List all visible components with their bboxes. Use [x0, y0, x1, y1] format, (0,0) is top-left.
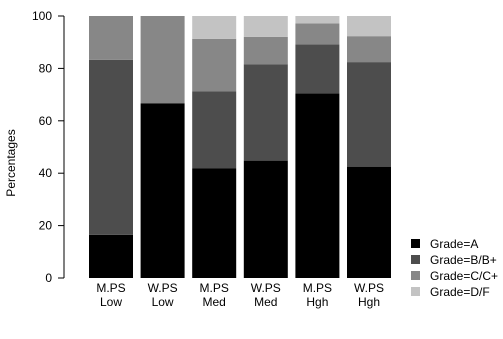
y-axis-label: Percentages	[4, 129, 18, 196]
bar-segment	[295, 93, 340, 278]
legend-label: Grade=C/C+	[430, 269, 498, 283]
bar-segment	[347, 36, 391, 63]
legend: Grade=A Grade=B/B+ Grade=C/C+ Grade=D/F	[411, 237, 498, 299]
legend-swatch	[411, 255, 420, 264]
x-tick-label: Hgh	[358, 295, 380, 309]
bar-segment	[192, 91, 237, 169]
y-tick-label: 100	[32, 9, 52, 23]
x-tick-label: M.PS	[200, 281, 229, 295]
bar-segment	[192, 168, 237, 278]
bar-segment	[295, 44, 340, 94]
bar-segment	[140, 103, 185, 278]
bar-segment	[295, 16, 340, 24]
x-axis-labels: M.PSLowW.PSLowM.PSMedW.PSMedM.PSHghW.PSH…	[96, 281, 384, 309]
bar-segment	[89, 16, 133, 60]
bar-segment	[243, 160, 288, 278]
legend-label: Grade=A	[430, 237, 478, 251]
x-tick-label: Med	[254, 295, 277, 309]
legend-swatch	[411, 239, 420, 248]
legend-label: Grade=B/B+	[430, 253, 497, 267]
y-tick-label: 60	[39, 114, 53, 128]
legend-label: Grade=D/F	[430, 285, 490, 299]
x-tick-label: W.PS	[148, 281, 178, 295]
x-tick-label: Low	[100, 295, 122, 309]
y-tick-label: 40	[39, 166, 53, 180]
x-tick-label: W.PS	[354, 281, 384, 295]
x-tick-label: M.PS	[303, 281, 332, 295]
legend-swatch	[411, 287, 420, 296]
bar-segment	[89, 234, 133, 278]
y-tick-label: 80	[39, 61, 53, 75]
bar-segment	[192, 38, 237, 92]
x-tick-label: Med	[203, 295, 226, 309]
bar-segment	[140, 16, 185, 104]
x-tick-label: Low	[152, 295, 174, 309]
x-tick-label: W.PS	[251, 281, 281, 295]
bar-segment	[89, 59, 133, 235]
bar-segment	[295, 23, 340, 45]
bar-segment	[243, 16, 288, 37]
bar-segment	[347, 166, 391, 278]
y-axis: 0 20 40 60 80 100	[32, 9, 65, 285]
bars	[89, 16, 391, 278]
y-tick-label: 0	[45, 271, 52, 285]
bar-segment	[347, 16, 391, 37]
bar-segment	[243, 36, 288, 65]
x-tick-label: Hgh	[306, 295, 328, 309]
bar-segment	[347, 62, 391, 167]
bar-segment	[243, 64, 288, 161]
x-tick-label: M.PS	[96, 281, 125, 295]
legend-swatch	[411, 271, 420, 280]
y-tick-label: 20	[39, 219, 53, 233]
bar-segment	[192, 16, 237, 39]
